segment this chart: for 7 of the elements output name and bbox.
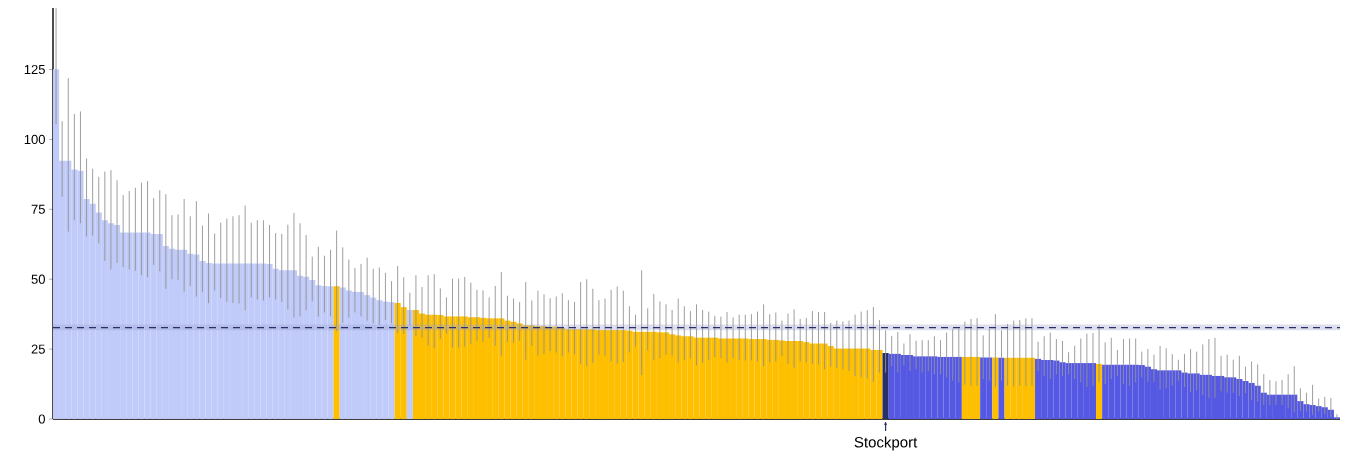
y-tick-label: 25 [31,344,45,354]
y-tick-label: 50 [31,274,45,284]
y-tick-label: 75 [31,204,45,214]
y-tick-label: 0 [38,414,45,424]
x-tick-label: Stockport [854,436,918,451]
y-tick-label: 100 [24,134,45,145]
y-tick-label: 125 [24,64,45,75]
